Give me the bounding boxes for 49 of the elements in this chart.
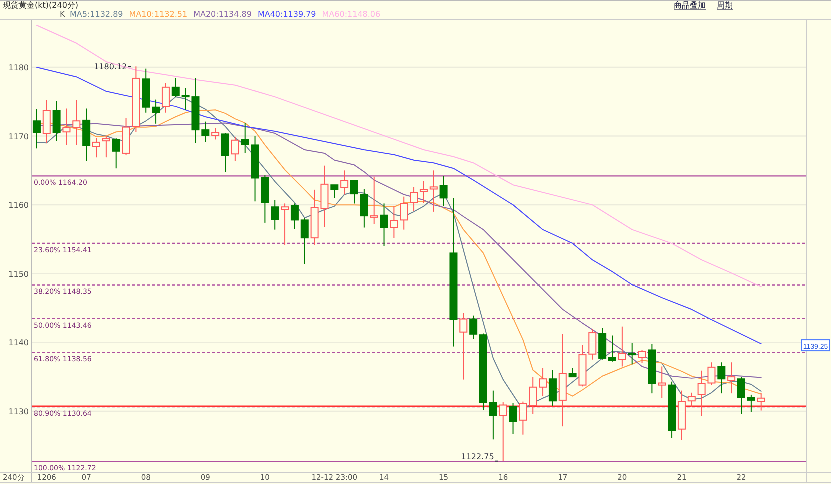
candlestick (420, 180, 428, 204)
y-tick-label: 1160 (8, 201, 29, 210)
candlestick (202, 121, 210, 143)
candlestick (410, 186, 418, 212)
candlestick (440, 176, 448, 207)
y-tick-label: 1150 (8, 270, 29, 279)
candlestick (370, 176, 378, 225)
text: 周期 (717, 1, 733, 10)
candlestick (271, 200, 280, 230)
annotation: 1180.12 (94, 62, 128, 72)
y-tick-label: 1130 (8, 407, 29, 416)
candlestick (539, 368, 548, 397)
candlestick (390, 206, 398, 239)
candlestick (678, 390, 686, 441)
candlestick (32, 108, 41, 150)
line-series (36, 25, 762, 288)
candlestick (728, 362, 736, 394)
candlestick (42, 100, 51, 144)
candlestick (72, 100, 81, 146)
candlestick (658, 366, 666, 399)
candlestick (529, 376, 538, 415)
chart-title: 现货黄金(kt)(240分) (3, 1, 79, 10)
y-tick-label: 1180 (8, 63, 29, 72)
candlestick (628, 342, 636, 366)
y-tick-label: 1170 (8, 132, 29, 142)
candlestick (568, 368, 577, 378)
candlestick (241, 122, 250, 154)
candlestick (450, 198, 458, 348)
text: 商品叠加 (674, 1, 706, 10)
legend: K MA5:1132.89 MA10:1132.51 MA20:1134.89 MA40:1139.79 MA60:1148.06 (60, 10, 381, 19)
candlestick (489, 390, 498, 440)
candlestick (558, 334, 567, 428)
candlestick (290, 203, 299, 230)
candlestick (152, 99, 160, 124)
candlestick (430, 170, 438, 212)
candlestick (330, 184, 339, 199)
candlestick (380, 203, 388, 247)
y-tick-label: 1140 (8, 338, 29, 348)
candlestick (82, 108, 91, 162)
candlestick (757, 393, 766, 412)
candlestick (62, 108, 71, 146)
annotation: 1122.75 (461, 452, 494, 462)
candlestick (142, 68, 150, 114)
candlestick (460, 312, 468, 380)
candlestick (52, 100, 61, 142)
candlestick (499, 402, 508, 462)
candlestick (360, 188, 368, 228)
candlestick (132, 66, 140, 133)
candlestick (548, 370, 557, 406)
